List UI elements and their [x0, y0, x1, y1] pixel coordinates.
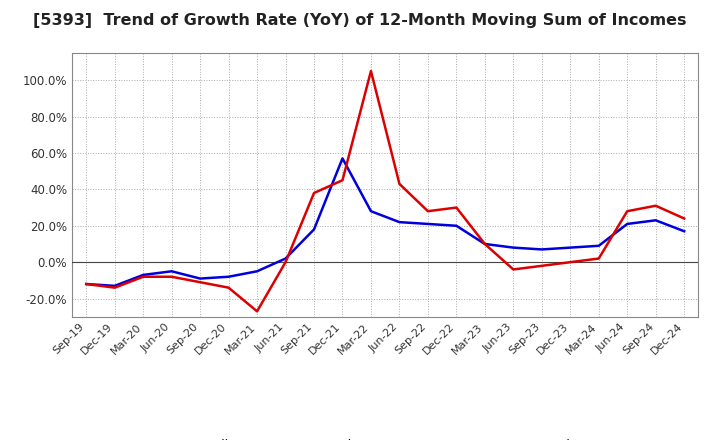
Net Income Growth Rate [82, 282, 91, 287]
Net Income Growth Rate [366, 68, 375, 73]
Ordinary Income Growth Rate [537, 247, 546, 252]
Ordinary Income Growth Rate [196, 276, 204, 281]
Line: Ordinary Income Growth Rate: Ordinary Income Growth Rate [86, 158, 684, 286]
Legend: Ordinary Income Growth Rate, Net Income Growth Rate: Ordinary Income Growth Rate, Net Income … [158, 434, 612, 440]
Ordinary Income Growth Rate [225, 274, 233, 279]
Net Income Growth Rate [509, 267, 518, 272]
Net Income Growth Rate [395, 181, 404, 187]
Net Income Growth Rate [282, 260, 290, 265]
Net Income Growth Rate [595, 256, 603, 261]
Ordinary Income Growth Rate [595, 243, 603, 249]
Ordinary Income Growth Rate [338, 156, 347, 161]
Ordinary Income Growth Rate [139, 272, 148, 278]
Ordinary Income Growth Rate [623, 221, 631, 227]
Net Income Growth Rate [139, 274, 148, 279]
Net Income Growth Rate [167, 274, 176, 279]
Ordinary Income Growth Rate [480, 241, 489, 246]
Ordinary Income Growth Rate [680, 229, 688, 234]
Ordinary Income Growth Rate [452, 223, 461, 228]
Ordinary Income Growth Rate [366, 209, 375, 214]
Net Income Growth Rate [566, 260, 575, 265]
Net Income Growth Rate [480, 241, 489, 246]
Net Income Growth Rate [110, 285, 119, 290]
Ordinary Income Growth Rate [253, 269, 261, 274]
Net Income Growth Rate [338, 178, 347, 183]
Net Income Growth Rate [423, 209, 432, 214]
Net Income Growth Rate [537, 263, 546, 268]
Ordinary Income Growth Rate [652, 218, 660, 223]
Net Income Growth Rate [196, 279, 204, 285]
Ordinary Income Growth Rate [395, 220, 404, 225]
Net Income Growth Rate [623, 209, 631, 214]
Ordinary Income Growth Rate [423, 221, 432, 227]
Ordinary Income Growth Rate [310, 227, 318, 232]
Ordinary Income Growth Rate [82, 282, 91, 287]
Net Income Growth Rate [310, 191, 318, 196]
Net Income Growth Rate [225, 285, 233, 290]
Net Income Growth Rate [452, 205, 461, 210]
Text: [5393]  Trend of Growth Rate (YoY) of 12-Month Moving Sum of Incomes: [5393] Trend of Growth Rate (YoY) of 12-… [33, 13, 687, 28]
Ordinary Income Growth Rate [110, 283, 119, 289]
Ordinary Income Growth Rate [509, 245, 518, 250]
Net Income Growth Rate [253, 309, 261, 314]
Ordinary Income Growth Rate [282, 256, 290, 261]
Net Income Growth Rate [680, 216, 688, 221]
Ordinary Income Growth Rate [167, 269, 176, 274]
Ordinary Income Growth Rate [566, 245, 575, 250]
Line: Net Income Growth Rate: Net Income Growth Rate [86, 71, 684, 312]
Net Income Growth Rate [652, 203, 660, 209]
